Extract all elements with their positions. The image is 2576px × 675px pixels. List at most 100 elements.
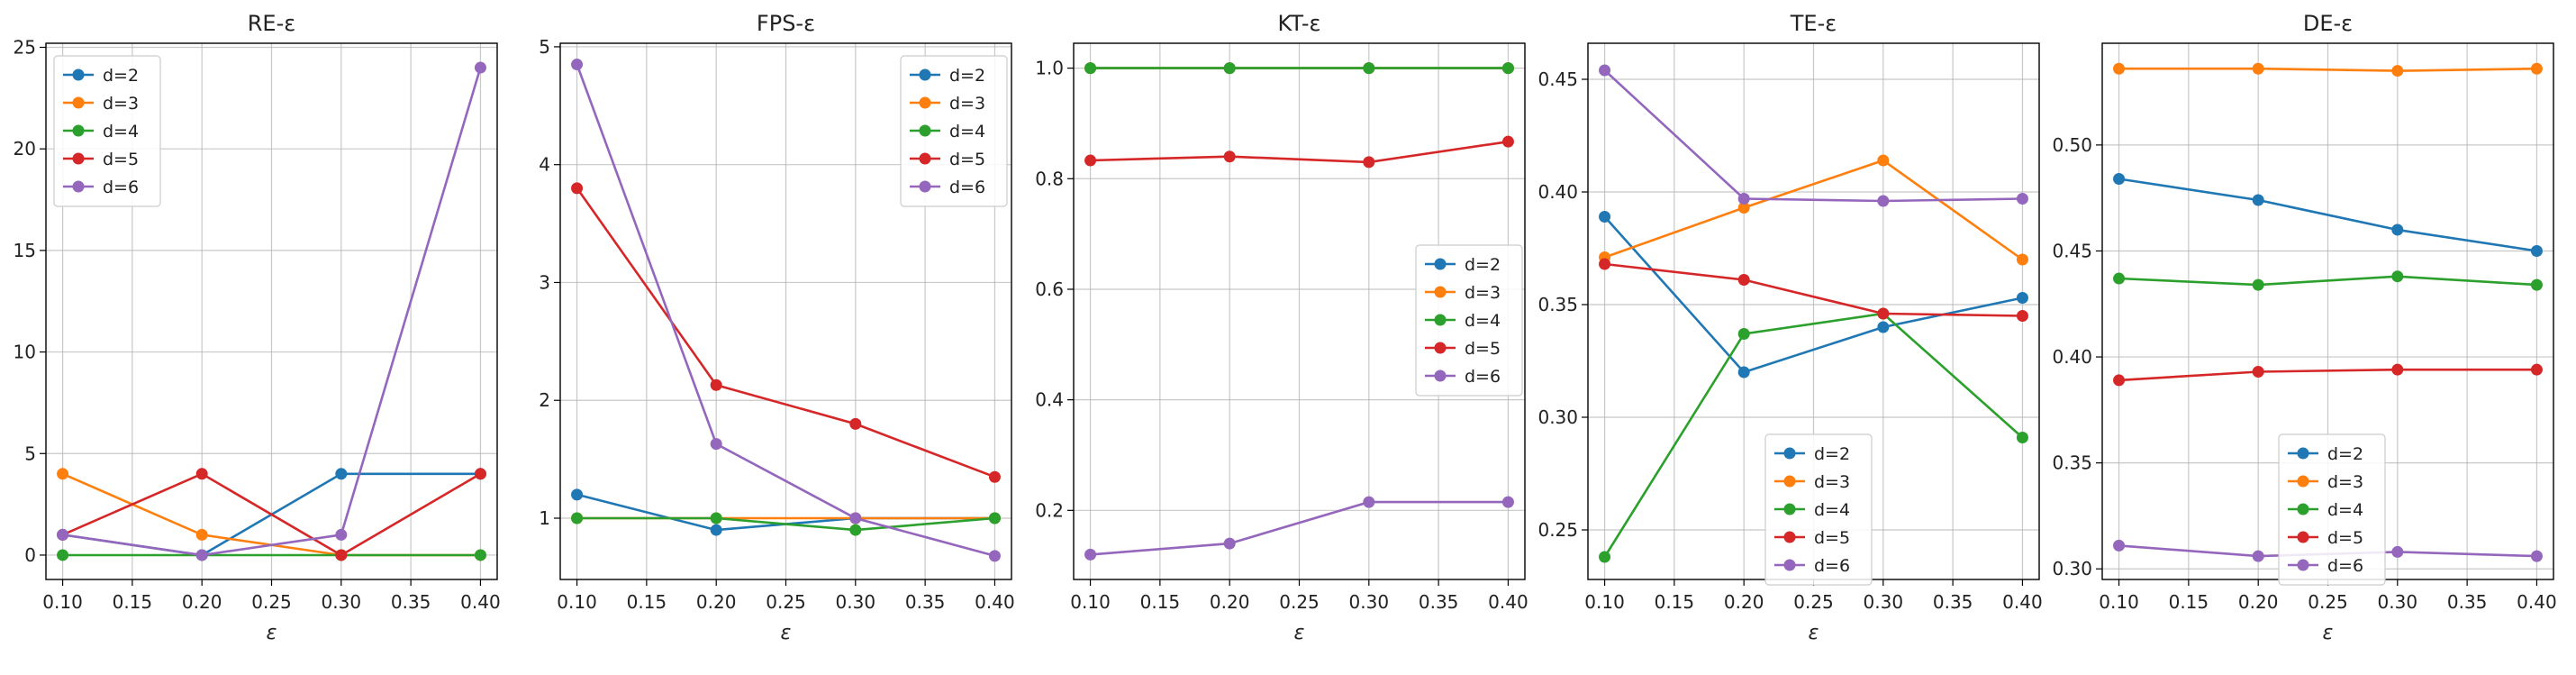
- data-point-d=4: [1599, 551, 1611, 563]
- legend-marker-d=5: [2297, 531, 2309, 543]
- legend-marker-d=5: [1783, 531, 1796, 543]
- data-point-d=5: [1363, 156, 1375, 169]
- data-point-d=4: [571, 512, 584, 524]
- data-point-d=5: [2113, 374, 2126, 387]
- legend-entry: d=4: [103, 122, 139, 141]
- data-point-d=6: [2530, 550, 2543, 562]
- data-point-d=5: [988, 470, 1001, 483]
- series-line-d=6: [1603, 69, 2023, 203]
- y-tick-label: 0.2: [1035, 499, 1064, 521]
- chart-panel-2: 0.10 0.15 0.20 0.25 0.30 0.35 0.40 0.2 0.4 0.6 0.8…: [1035, 11, 1528, 644]
- x-tick-label: 0.40: [2002, 591, 2043, 613]
- legend-marker-d=4: [1434, 314, 1447, 326]
- chart-panel-4: 0.10 0.15 0.20 0.25 0.30 0.35 0.40 0.30 0.35 0.40…: [2052, 11, 2556, 644]
- x-tick-label: 0.25: [1279, 591, 1320, 613]
- series-line-d=2: [2118, 178, 2537, 252]
- chart-title: KT-ε: [1278, 11, 1321, 36]
- x-tick-label: 0.20: [1724, 591, 1764, 613]
- y-tick-label: 3: [539, 271, 550, 293]
- legend-box: [53, 55, 161, 207]
- data-point-d=2: [1737, 366, 1750, 379]
- y-tick-label: 1: [539, 507, 550, 529]
- x-tick-label: 0.15: [627, 591, 667, 613]
- x-tick-label: 0.35: [1933, 591, 1973, 613]
- x-axis-label: ε: [1294, 622, 1305, 644]
- y-tick-label: 4: [539, 154, 550, 176]
- data-point-d=3: [2530, 62, 2543, 75]
- data-point-d=5: [571, 182, 584, 195]
- data-point-d=6: [2252, 550, 2264, 562]
- series-line-d=5: [62, 472, 482, 557]
- legend-entry: d=5: [103, 150, 139, 169]
- legend-entry: d=2: [2327, 444, 2363, 464]
- series-line-d=4: [2118, 275, 2537, 287]
- data-point-d=4: [2252, 278, 2264, 291]
- data-point-d=6: [2113, 539, 2126, 552]
- chart-title: DE-ε: [2303, 11, 2353, 36]
- legend-marker-d=3: [1434, 286, 1447, 298]
- legend-entry: d=3: [949, 94, 985, 114]
- chart-panel-3: 0.10 0.15 0.20 0.25 0.30 0.35 0.40 0.25 0.30 0.35…: [1537, 11, 2042, 644]
- series-line-d=6: [1090, 500, 1509, 556]
- x-tick-label: 0.35: [391, 591, 431, 613]
- data-point-d=6: [1877, 195, 1890, 207]
- y-tick-label: 0.50: [2052, 134, 2092, 156]
- data-point-d=5: [1501, 135, 1514, 148]
- data-point-d=5: [474, 468, 486, 480]
- legend-marker-d=4: [1783, 503, 1796, 515]
- legend-marker-d=6: [1783, 559, 1796, 571]
- data-point-d=5: [2252, 366, 2264, 379]
- legend-entry: d=5: [2327, 528, 2363, 548]
- y-tick-label: 0.35: [2052, 452, 2092, 474]
- legend: d=2 d=3 d=4 d=5 d=6: [900, 55, 1008, 207]
- x-tick-label: 0.30: [322, 591, 362, 613]
- y-tick-label: 0.45: [2052, 240, 2092, 261]
- x-tick-label: 0.25: [1793, 591, 1834, 613]
- y-tick-label: 0.40: [2052, 346, 2092, 368]
- legend-entry: d=5: [949, 150, 985, 169]
- data-point-d=6: [2016, 193, 2028, 205]
- chart-title: RE-ε: [248, 11, 295, 36]
- legend-marker-d=5: [919, 152, 931, 165]
- data-point-d=3: [1737, 202, 1750, 214]
- legend: d=2 d=3 d=4 d=5 d=6: [2278, 433, 2386, 586]
- data-point-d=5: [2391, 363, 2404, 376]
- data-point-d=3: [2113, 62, 2126, 75]
- data-point-d=6: [1084, 548, 1097, 561]
- data-point-d=4: [1084, 62, 1097, 75]
- x-tick-label: 0.20: [182, 591, 222, 613]
- data-point-d=6: [1363, 496, 1375, 508]
- legend: d=2 d=3 d=4 d=5 d=6: [53, 55, 161, 207]
- legend: d=2 d=3 d=4 d=5 d=6: [1415, 244, 1523, 397]
- data-point-d=3: [2391, 65, 2404, 78]
- data-point-d=4: [849, 524, 862, 536]
- series-line-d=4: [1603, 312, 2024, 558]
- legend-marker-d=3: [919, 96, 931, 109]
- series-line-d=5: [1604, 262, 2023, 317]
- data-point-d=6: [988, 550, 1001, 562]
- legend-marker-d=2: [72, 68, 85, 81]
- legend-marker-d=4: [2297, 503, 2309, 515]
- data-point-d=4: [2530, 278, 2543, 291]
- legend-entry: d=6: [949, 178, 985, 197]
- chart-panel-1: 0.10 0.15 0.20 0.25 0.30 0.35 0.40 1 2 3 4 5 FPS-ε ε d…: [539, 11, 1014, 644]
- legend-marker-d=3: [2297, 475, 2309, 488]
- legend-entry: d=6: [103, 178, 139, 197]
- data-point-d=5: [1223, 151, 1236, 163]
- plot-frame: [45, 42, 498, 580]
- data-point-d=5: [1084, 154, 1097, 167]
- legend-marker-d=3: [72, 96, 85, 109]
- legend-marker-d=2: [1434, 258, 1447, 270]
- y-tick-label: 0: [24, 544, 36, 566]
- data-point-d=6: [474, 61, 486, 74]
- legend-entry: d=5: [1465, 339, 1501, 359]
- data-point-d=2: [2016, 292, 2028, 304]
- legend-marker-d=5: [1434, 342, 1447, 354]
- series-line-d=5: [1090, 140, 1509, 164]
- data-point-d=5: [710, 379, 722, 391]
- y-tick-label: 2: [539, 389, 550, 411]
- x-tick-label: 0.10: [1070, 591, 1111, 613]
- data-point-d=5: [2530, 363, 2543, 376]
